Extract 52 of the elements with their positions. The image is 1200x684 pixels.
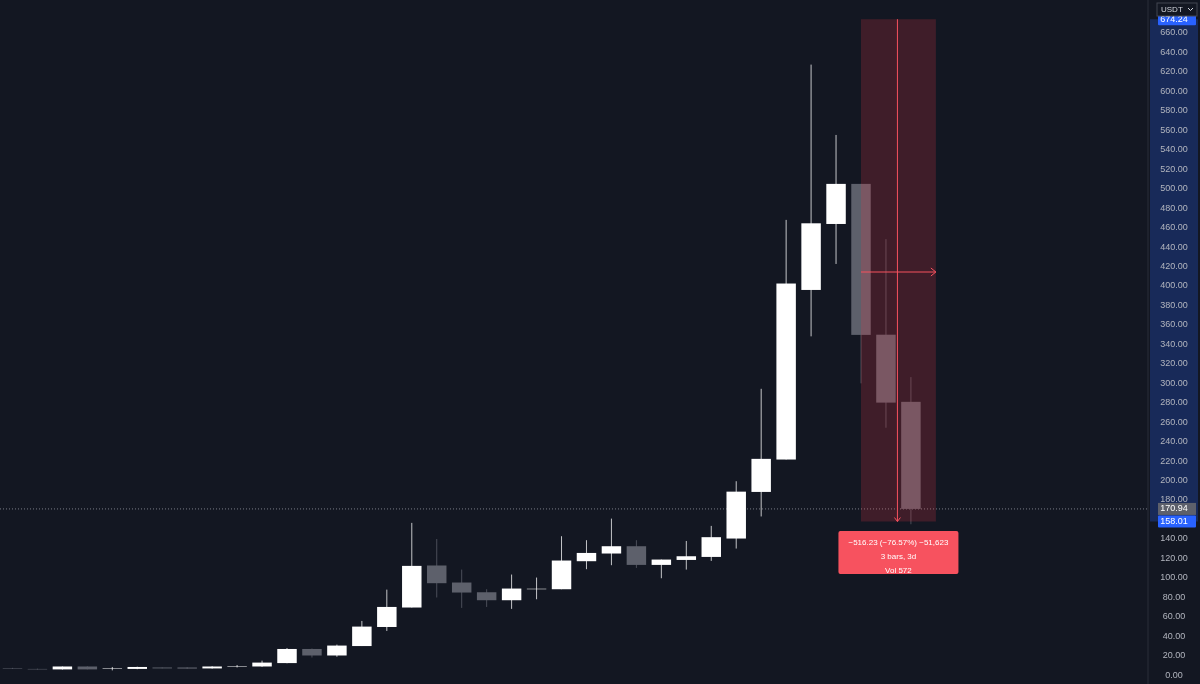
annotation: 3 bars, 3d <box>880 552 917 562</box>
y-tick-label: 600.00 <box>1160 85 1188 96</box>
y-tick-label: 120.00 <box>1160 552 1188 563</box>
y-tick-label: 480.00 <box>1160 202 1188 213</box>
candlestick <box>576 539 597 570</box>
candlestick <box>501 574 522 610</box>
y-tick-label: 100.00 <box>1160 572 1188 583</box>
candlestick <box>427 538 447 598</box>
y-tick-label: 180.00 <box>1160 494 1188 505</box>
y-tick-label: 140.00 <box>1160 533 1188 544</box>
y-tick-label: 40.00 <box>1162 630 1186 641</box>
y-tick-label: 60.00 <box>1162 611 1186 622</box>
y-tick-label: 340.00 <box>1160 338 1188 349</box>
y-tick-label: 420.00 <box>1160 260 1188 271</box>
candlestick <box>676 540 697 571</box>
y-tick-label: 240.00 <box>1160 436 1188 447</box>
y-tick-label: 300.00 <box>1160 377 1188 388</box>
candlestick <box>626 539 647 569</box>
candlestick <box>377 589 397 632</box>
y-tick-label: 360.00 <box>1160 319 1188 330</box>
y-tick-label: 260.00 <box>1160 416 1188 427</box>
annotation: Vol 572 <box>885 566 913 576</box>
y-tick-label: 560.00 <box>1160 124 1188 135</box>
candlestick <box>601 518 622 566</box>
y-tick-label: 640.00 <box>1160 46 1188 57</box>
y-tick-label: 520.00 <box>1160 163 1188 174</box>
y-tick-label: 674.24 <box>1160 13 1188 24</box>
y-tick-label: 400.00 <box>1160 280 1188 291</box>
y-tick-label: 460.00 <box>1160 222 1188 233</box>
y-tick-label: 580.00 <box>1160 105 1188 116</box>
y-tick-label: 200.00 <box>1160 475 1188 486</box>
candlestick <box>451 569 472 609</box>
y-tick-label: 380.00 <box>1160 299 1188 310</box>
candlestick <box>352 620 372 647</box>
y-tick-label: 80.00 <box>1162 591 1186 602</box>
ref-line-label: 170.94 <box>1160 503 1188 514</box>
y-tick-label: 620.00 <box>1160 66 1188 77</box>
candlestick <box>202 665 222 670</box>
y-tick-label: 158.01 <box>1160 515 1188 526</box>
y-tick-label: 440.00 <box>1160 241 1188 252</box>
candlestick <box>701 525 721 562</box>
candlestick <box>227 664 247 668</box>
annotation: −516.23 (−76.57%) −51,623 <box>848 538 949 548</box>
y-tick-label: 280.00 <box>1160 397 1188 408</box>
y-tick-label: 220.00 <box>1160 455 1188 466</box>
y-axis-title: USDT <box>1161 5 1183 15</box>
y-tick-label: 540.00 <box>1160 144 1188 155</box>
y-tick-label: 500.00 <box>1160 183 1188 194</box>
y-tick-label: 320.00 <box>1160 358 1188 369</box>
y-tick-label: 0.00 <box>1165 669 1183 680</box>
y-tick-label: 20.00 <box>1162 650 1186 661</box>
y-tick-label: 660.00 <box>1160 27 1188 38</box>
